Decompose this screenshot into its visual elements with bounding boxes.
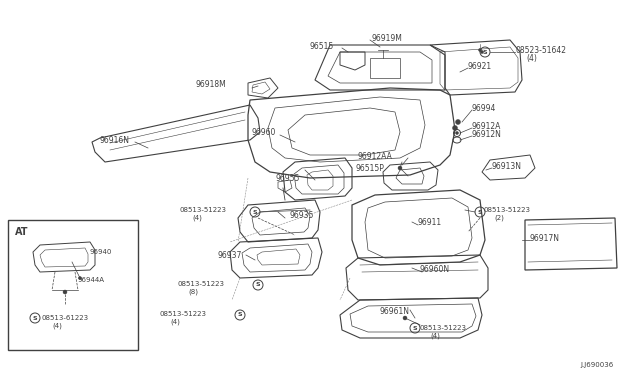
Text: 96960N: 96960N bbox=[420, 266, 450, 275]
Circle shape bbox=[456, 131, 458, 135]
Text: (4): (4) bbox=[430, 333, 440, 339]
Text: 96911: 96911 bbox=[418, 218, 442, 227]
Text: J.J690036: J.J690036 bbox=[580, 362, 613, 368]
Text: 08513-61223: 08513-61223 bbox=[42, 315, 89, 321]
Text: 08523-51642: 08523-51642 bbox=[516, 45, 567, 55]
Circle shape bbox=[63, 290, 67, 294]
Text: 08513-51223: 08513-51223 bbox=[178, 281, 225, 287]
Text: (4): (4) bbox=[526, 54, 537, 62]
Text: 96912N: 96912N bbox=[472, 129, 502, 138]
Text: (2): (2) bbox=[494, 215, 504, 221]
Bar bbox=[8, 220, 138, 350]
Text: AT: AT bbox=[15, 227, 29, 237]
Text: S: S bbox=[413, 326, 417, 330]
Text: 96515P: 96515P bbox=[355, 164, 384, 173]
Circle shape bbox=[456, 119, 461, 125]
Text: S: S bbox=[33, 315, 37, 321]
Text: 96961N: 96961N bbox=[380, 308, 410, 317]
Text: S: S bbox=[483, 49, 487, 55]
Text: 96918M: 96918M bbox=[195, 80, 226, 89]
Text: 96917N: 96917N bbox=[530, 234, 560, 243]
Text: 96940: 96940 bbox=[90, 249, 113, 255]
Text: S: S bbox=[256, 282, 260, 288]
Text: 96944A: 96944A bbox=[78, 277, 105, 283]
Text: 08513-51223: 08513-51223 bbox=[180, 207, 227, 213]
Circle shape bbox=[79, 276, 81, 279]
Text: S: S bbox=[253, 209, 257, 215]
Text: (4): (4) bbox=[192, 215, 202, 221]
Text: 96921: 96921 bbox=[468, 61, 492, 71]
Text: 96912A: 96912A bbox=[472, 122, 501, 131]
Circle shape bbox=[481, 51, 483, 54]
Text: 96515: 96515 bbox=[310, 42, 334, 51]
Text: 96935: 96935 bbox=[290, 211, 314, 219]
Circle shape bbox=[479, 48, 481, 51]
Text: 96994: 96994 bbox=[472, 103, 497, 112]
Text: S: S bbox=[237, 312, 243, 317]
Text: 96916N: 96916N bbox=[100, 135, 130, 144]
Text: 08513-51223: 08513-51223 bbox=[160, 311, 207, 317]
Text: 08513-51223: 08513-51223 bbox=[420, 325, 467, 331]
Text: 96955: 96955 bbox=[275, 173, 300, 183]
Text: 96913N: 96913N bbox=[492, 161, 522, 170]
Text: 96919M: 96919M bbox=[372, 33, 403, 42]
Circle shape bbox=[403, 316, 407, 320]
Text: S: S bbox=[477, 209, 483, 215]
Text: 96937: 96937 bbox=[218, 251, 243, 260]
Circle shape bbox=[398, 166, 402, 170]
Circle shape bbox=[452, 125, 458, 131]
Text: (4): (4) bbox=[170, 319, 180, 325]
Text: 96912AA: 96912AA bbox=[358, 151, 393, 160]
Text: 08513-51223: 08513-51223 bbox=[484, 207, 531, 213]
Text: 96960: 96960 bbox=[252, 128, 276, 137]
Text: (8): (8) bbox=[188, 289, 198, 295]
Text: (4): (4) bbox=[52, 323, 62, 329]
